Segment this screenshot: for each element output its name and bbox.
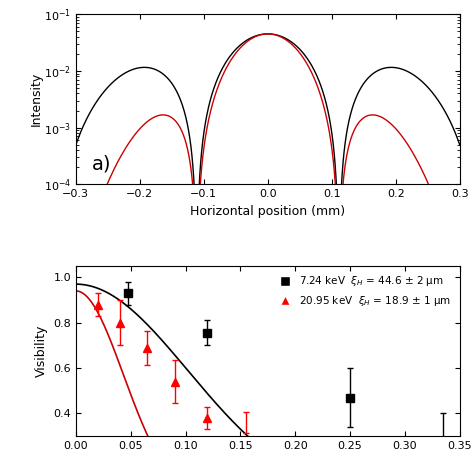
- Legend: 7.24 keV  $\xi_{H}$ = 44.6 ± 2 μm, 20.95 keV  $\xi_{H}$ = 18.9 ± 1 μm: 7.24 keV $\xi_{H}$ = 44.6 ± 2 μm, 20.95 …: [271, 271, 455, 310]
- X-axis label: Horizontal position (mm): Horizontal position (mm): [190, 205, 346, 218]
- Y-axis label: Visibility: Visibility: [35, 325, 48, 377]
- Text: a): a): [92, 155, 111, 174]
- Y-axis label: Intensity: Intensity: [29, 72, 42, 127]
